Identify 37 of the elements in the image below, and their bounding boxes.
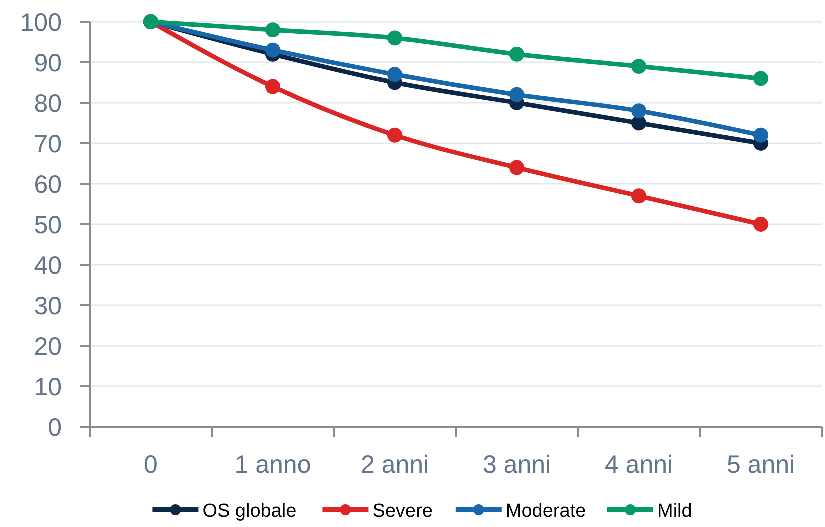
point (632, 59, 646, 74)
y-tick-label: 50 (34, 211, 62, 240)
point (510, 87, 524, 102)
point (632, 116, 646, 131)
x-tick-label: 1 anno (234, 451, 312, 479)
y-tick-label: 70 (34, 130, 62, 158)
point (632, 188, 646, 204)
point (510, 160, 524, 176)
y-tick-label: 20 (34, 332, 62, 361)
legend-label: Severe (372, 501, 433, 522)
y-tick-label: 100 (20, 8, 62, 37)
y-tick-label: 30 (34, 292, 62, 320)
point (388, 128, 402, 143)
x-tick-label: 0 (144, 451, 158, 479)
x-tick-label: 2 anni (360, 451, 430, 479)
point (632, 104, 646, 119)
legend-label: OS globale (202, 501, 297, 522)
point (266, 79, 280, 94)
point (266, 22, 280, 38)
y-tick-label: 0 (48, 414, 62, 442)
point (266, 42, 280, 58)
x-tick-label: 3 anni (482, 451, 552, 479)
point (754, 71, 768, 86)
point (388, 67, 402, 82)
legend-label: Moderate (506, 501, 586, 522)
point (754, 128, 768, 143)
y-tick-label: 80 (34, 90, 62, 118)
point (754, 217, 768, 232)
legend-label: Mild (658, 501, 692, 522)
y-tick-label: 60 (34, 170, 62, 199)
point (510, 46, 524, 62)
y-tick-label: 10 (34, 373, 62, 402)
y-tick-label: 40 (34, 252, 62, 280)
x-tick-label: 4 anni (604, 451, 674, 479)
y-tick-label: 90 (34, 49, 62, 78)
x-tick-label: 5 anni (726, 451, 796, 479)
point (388, 30, 402, 46)
